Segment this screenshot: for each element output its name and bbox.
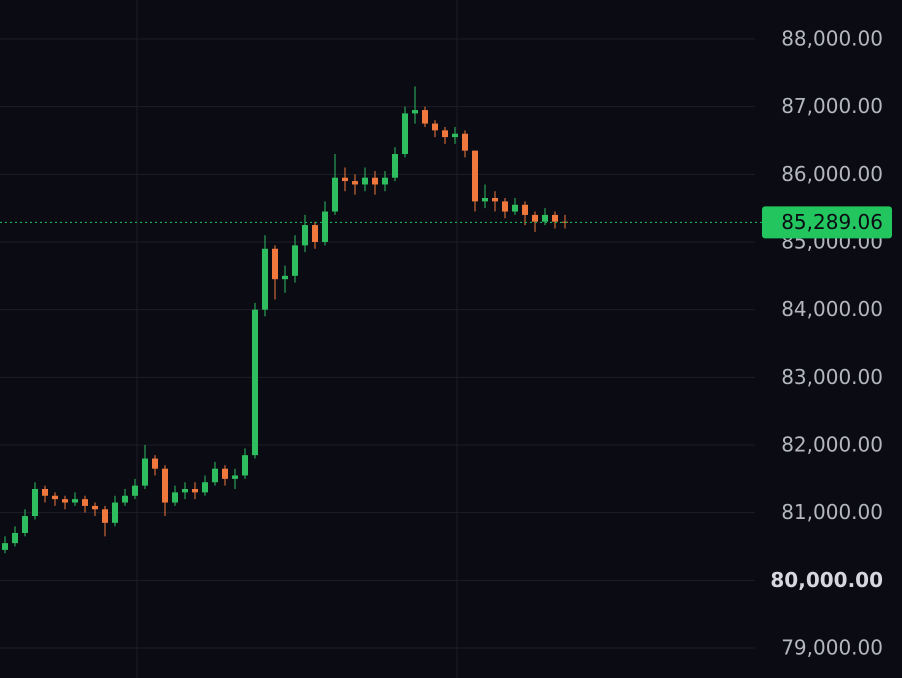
candle-body [552,214,558,222]
candle-body [112,502,118,523]
y-tick-label: 81,000.00 [781,500,883,524]
candle-body [352,181,358,185]
candle-body [442,130,448,138]
candle-body [382,177,388,185]
y-tick-label: 79,000.00 [781,636,883,660]
candle-body [462,133,468,151]
candle-body [402,113,408,155]
last-price-label: 85,289.06 [781,210,883,234]
candle-body [512,204,518,212]
candle-body [322,211,328,242]
candle-body [332,177,338,212]
candle-body [22,516,28,533]
candle-body [162,468,168,503]
candle-body [312,225,318,242]
candle-body [202,482,208,493]
last-price-box [762,206,892,239]
candle-body [42,488,48,496]
candle-body [272,248,278,280]
candle-body [362,177,368,185]
y-tick-label: 80,000.00 [770,568,883,592]
candle-body [492,198,498,202]
candle-body [302,225,308,246]
candle-body [222,468,228,479]
candle-body [342,177,348,182]
candle-body [252,309,258,456]
candle-body [232,475,238,479]
candle-body [422,110,428,124]
candle-body [182,488,188,493]
candle-body [92,505,98,510]
candle-body [122,495,128,503]
candle-body [152,458,158,469]
candle-body [12,532,18,544]
y-tick-label: 84,000.00 [781,297,883,321]
candle-body [82,499,88,506]
candle-body [292,245,298,276]
candle-body [32,488,38,517]
candle-body [522,204,528,215]
candle-body [142,458,148,486]
y-tick-label: 86,000.00 [781,162,883,186]
candle-body [542,214,548,222]
y-tick-label: 82,000.00 [781,433,883,457]
candle-body [282,275,288,280]
y-tick-label: 88,000.00 [781,26,883,50]
candle-body [502,201,508,212]
candle-body [132,485,138,496]
y-tick-label: 83,000.00 [781,365,883,389]
y-tick-label: 87,000.00 [781,94,883,118]
candle-body [192,488,198,493]
candle-body [392,154,398,178]
candle-body [372,177,378,185]
candle-body [242,455,248,476]
candle-body [262,248,268,310]
candle-body [432,123,438,131]
candle-body [472,150,478,202]
candle-body [72,499,78,503]
candle-body [212,468,218,483]
candle-body [532,214,538,222]
candle-body [452,133,458,138]
candle-body [2,543,8,550]
candle-body [172,492,178,503]
candle-body [412,110,418,114]
candle-body [482,198,488,202]
candle-body [102,509,108,523]
candle-body [52,495,58,500]
candle-body [62,499,68,503]
